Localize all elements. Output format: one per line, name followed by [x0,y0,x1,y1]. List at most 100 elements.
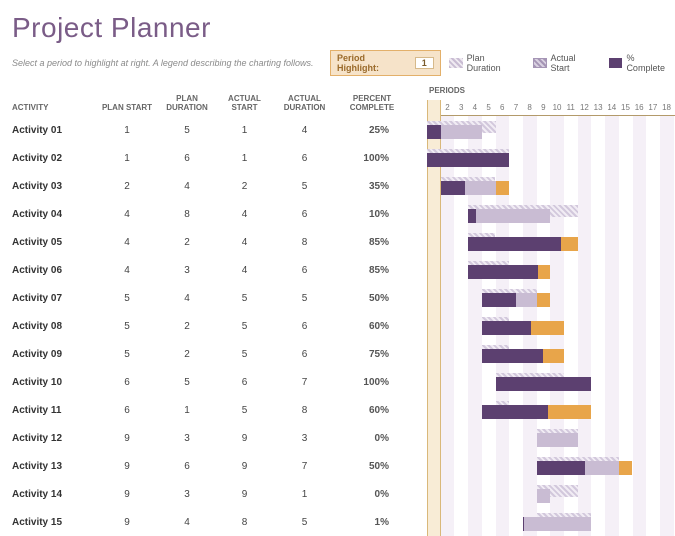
period-highlight-value[interactable]: 1 [415,57,434,69]
period-number: 15 [619,100,633,115]
cell-activity: Activity 01 [12,125,97,136]
table-row[interactable]: Activity 07545550% [12,284,427,312]
swatch-plan-icon [449,58,463,68]
cell-plan-start: 6 [97,377,157,388]
cell-plan-duration: 4 [157,181,217,192]
period-number: 17 [646,100,660,115]
cell-plan-start: 2 [97,181,157,192]
gantt-row [427,424,675,452]
gantt-row [427,228,675,256]
table-row[interactable]: Activity 021616100% [12,144,427,172]
period-number: 5 [482,100,496,115]
hdr-activity: ACTIVITY [12,103,97,112]
period-highlight-label: Period Highlight: [337,53,409,73]
gantt-row [427,368,675,396]
period-number: 14 [605,100,619,115]
bar-complete [482,293,516,307]
cell-plan-duration: 3 [157,265,217,276]
hdr-percent-complete: PERCENT COMPLETE [337,94,407,112]
cell-actual-duration: 6 [272,265,337,276]
cell-actual-duration: 5 [272,293,337,304]
table-row[interactable]: Activity 106567100% [12,368,427,396]
cell-actual-start: 5 [217,321,272,332]
bar-complete [427,153,509,167]
cell-plan-duration: 2 [157,321,217,332]
cell-percent-complete: 35% [337,181,407,192]
cell-actual-duration: 8 [272,237,337,248]
legend-complete: % Complete [609,53,675,73]
gantt-row [427,116,675,144]
table-row[interactable]: Activity 08525660% [12,312,427,340]
period-number: 7 [509,100,523,115]
cell-activity: Activity 08 [12,321,97,332]
table-row[interactable]: Activity 05424885% [12,228,427,256]
cell-plan-duration: 5 [157,125,217,136]
cell-actual-start: 9 [217,433,272,444]
cell-plan-duration: 2 [157,349,217,360]
cell-actual-start: 4 [217,265,272,276]
bar-complete [441,181,465,195]
cell-activity: Activity 04 [12,209,97,220]
cell-percent-complete: 1% [337,517,407,528]
table-row[interactable]: Activity 04484610% [12,200,427,228]
cell-actual-start: 1 [217,153,272,164]
cell-actual-duration: 3 [272,433,337,444]
cell-activity: Activity 02 [12,153,97,164]
cell-actual-duration: 7 [272,377,337,388]
table-row[interactable]: Activity 01151425% [12,116,427,144]
bar-complete [482,349,544,363]
period-number: 11 [564,100,578,115]
table-row[interactable]: Activity 1293930% [12,424,427,452]
table-row[interactable]: Activity 1493910% [12,480,427,508]
cell-percent-complete: 0% [337,433,407,444]
bar-complete [468,265,538,279]
cell-plan-duration: 3 [157,433,217,444]
gantt-row [427,256,675,284]
legend-actual: Actual Start [533,53,597,73]
period-highlight-box[interactable]: Period Highlight: 1 [330,50,441,76]
cell-actual-start: 1 [217,125,272,136]
period-number: 4 [468,100,482,115]
table-row[interactable]: Activity 13969750% [12,452,427,480]
column-headers: ACTIVITY PLAN START PLAN DURATION ACTUAL… [12,86,427,116]
table-row[interactable]: Activity 09525675% [12,340,427,368]
cell-percent-complete: 100% [337,153,407,164]
cell-activity: Activity 11 [12,405,97,416]
table-row[interactable]: Activity 11615860% [12,396,427,424]
bar-overrun [537,293,551,307]
cell-percent-complete: 60% [337,405,407,416]
periods-label: PERIODS [427,86,675,100]
cell-plan-start: 4 [97,209,157,220]
table-row[interactable]: Activity 03242535% [12,172,427,200]
gantt-row [427,396,675,424]
bar-complete [523,517,524,531]
cell-percent-complete: 25% [337,125,407,136]
cell-plan-start: 5 [97,349,157,360]
gantt-row [427,340,675,368]
bar-actual [468,209,550,223]
cell-actual-start: 5 [217,293,272,304]
cell-actual-start: 5 [217,405,272,416]
cell-plan-start: 9 [97,517,157,528]
cell-plan-duration: 6 [157,153,217,164]
cell-plan-duration: 4 [157,293,217,304]
cell-plan-start: 4 [97,237,157,248]
cell-plan-duration: 2 [157,237,217,248]
cell-plan-start: 9 [97,489,157,500]
table-row[interactable]: Activity 06434685% [12,256,427,284]
period-number: 12 [578,100,592,115]
bar-complete [427,125,441,139]
cell-actual-duration: 5 [272,181,337,192]
legend-actual-label: Actual Start [551,53,597,73]
period-number: 16 [632,100,646,115]
cell-actual-duration: 6 [272,209,337,220]
table-row[interactable]: Activity 1594851% [12,508,427,536]
cell-activity: Activity 13 [12,461,97,472]
sheet: ACTIVITY PLAN START PLAN DURATION ACTUAL… [12,86,675,536]
cell-plan-start: 9 [97,461,157,472]
period-number: 18 [660,100,674,115]
bar-complete [482,405,548,419]
bar-actual [523,517,592,531]
cell-actual-duration: 1 [272,489,337,500]
swatch-actual-icon [533,58,547,68]
